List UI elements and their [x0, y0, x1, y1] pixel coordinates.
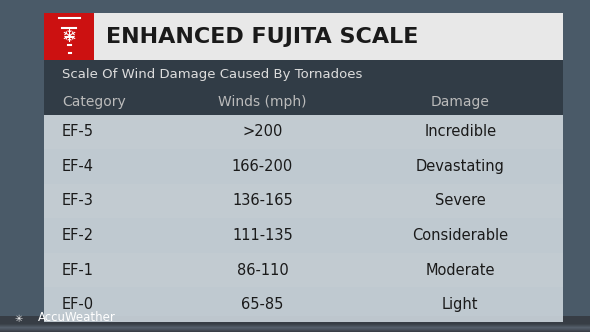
Bar [0, 318, 590, 326]
Text: Damage: Damage [431, 95, 490, 109]
Text: 86-110: 86-110 [237, 263, 289, 278]
Bar [0, 316, 590, 325]
Bar [0, 318, 590, 326]
Bar [0, 320, 590, 329]
Bar [0, 323, 590, 331]
FancyBboxPatch shape [44, 13, 563, 60]
Bar [0, 317, 590, 325]
Text: 111-135: 111-135 [232, 228, 293, 243]
Text: EF-1: EF-1 [62, 263, 94, 278]
Bar [0, 321, 590, 329]
Bar [0, 321, 590, 329]
Bar [0, 322, 590, 331]
Bar [0, 322, 590, 331]
Text: Moderate: Moderate [425, 263, 495, 278]
Bar [0, 322, 590, 330]
Bar [0, 320, 590, 328]
Bar [0, 316, 590, 324]
Text: >200: >200 [242, 124, 283, 139]
Text: Scale Of Wind Damage Caused By Tornadoes: Scale Of Wind Damage Caused By Tornadoes [62, 68, 362, 81]
Text: Light: Light [442, 297, 478, 312]
Bar [0, 324, 590, 332]
FancyBboxPatch shape [44, 115, 563, 322]
Bar [0, 320, 590, 328]
Text: EF-5: EF-5 [62, 124, 94, 139]
Bar [0, 323, 590, 331]
Bar [0, 319, 590, 327]
Bar [0, 316, 590, 324]
Text: AccuWeather: AccuWeather [38, 311, 116, 324]
Bar [0, 318, 590, 326]
FancyBboxPatch shape [44, 13, 94, 60]
Bar [0, 320, 590, 328]
FancyBboxPatch shape [44, 149, 563, 184]
Text: EF-4: EF-4 [62, 159, 94, 174]
Text: Winds (mph): Winds (mph) [218, 95, 307, 109]
Text: ENHANCED FUJITA SCALE: ENHANCED FUJITA SCALE [106, 27, 418, 46]
Bar [0, 321, 590, 329]
Text: Considerable: Considerable [412, 228, 508, 243]
FancyBboxPatch shape [44, 253, 563, 288]
Bar [0, 321, 590, 329]
FancyBboxPatch shape [44, 184, 563, 218]
Bar [0, 317, 590, 326]
Bar [0, 319, 590, 327]
FancyBboxPatch shape [44, 60, 563, 90]
Bar [0, 317, 590, 325]
Text: Severe: Severe [435, 194, 486, 208]
Text: ✳: ✳ [15, 314, 23, 324]
FancyBboxPatch shape [44, 218, 563, 253]
Text: ❄: ❄ [62, 28, 77, 45]
Text: 136-165: 136-165 [232, 194, 293, 208]
Bar [0, 316, 590, 325]
Text: 65-85: 65-85 [241, 297, 284, 312]
Text: Devastating: Devastating [416, 159, 504, 174]
Text: Category: Category [62, 95, 126, 109]
Bar [0, 316, 590, 324]
Bar [0, 321, 590, 330]
Bar [0, 323, 590, 332]
Bar [0, 323, 590, 331]
Bar [0, 319, 590, 328]
Bar [0, 323, 590, 332]
Bar [0, 318, 590, 327]
Bar [0, 319, 590, 327]
Text: EF-2: EF-2 [62, 228, 94, 243]
Text: EF-3: EF-3 [62, 194, 94, 208]
Bar [0, 317, 590, 325]
Text: Incredible: Incredible [424, 124, 496, 139]
FancyBboxPatch shape [44, 288, 563, 322]
FancyBboxPatch shape [44, 115, 563, 149]
Bar [0, 322, 590, 330]
Text: EF-0: EF-0 [62, 297, 94, 312]
Bar [0, 319, 590, 328]
Bar [0, 322, 590, 330]
Bar [0, 317, 590, 326]
Text: 166-200: 166-200 [232, 159, 293, 174]
FancyBboxPatch shape [44, 90, 563, 115]
Bar [0, 318, 590, 327]
